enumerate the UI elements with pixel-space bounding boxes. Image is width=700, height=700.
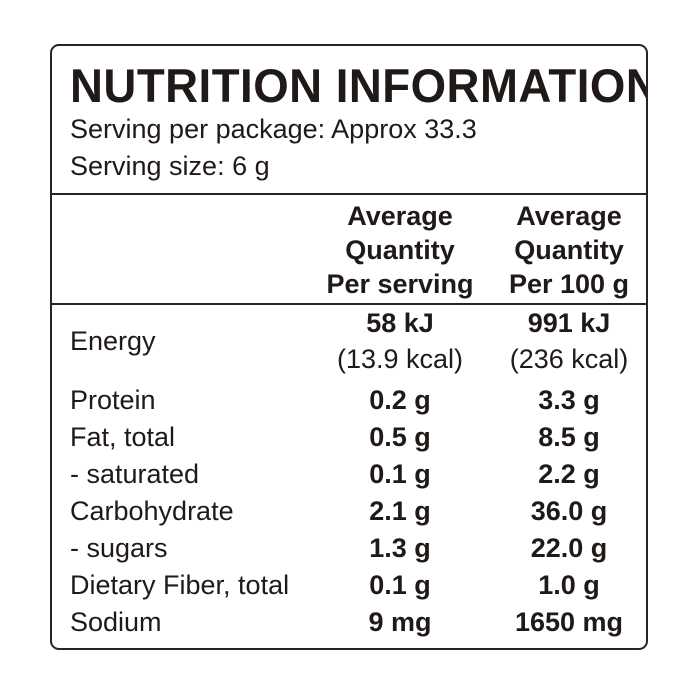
nutrient-label: - sugars: [70, 533, 168, 563]
value-per-serving: 0.5 g: [369, 422, 431, 452]
column-header-line: Quantity: [514, 235, 624, 265]
column-header-line: Quantity: [345, 235, 455, 265]
nutrient-label: - saturated: [70, 459, 200, 489]
panel-header: NUTRITION INFORMATION Serving per packag…: [52, 46, 646, 195]
nutrient-label: Energy: [70, 326, 156, 356]
value-per-100g: 991 kJ (236 kcal): [490, 305, 646, 377]
nutrient-label: Sodium: [70, 607, 162, 637]
value-per-serving: 0.2 g: [369, 385, 431, 415]
column-header-per-100g: Average Quantity Per 100 g: [490, 199, 646, 301]
energy-kj: 58 kJ: [366, 308, 434, 338]
value-per-100g: 36.0 g: [530, 496, 608, 526]
energy-kj: 991 kJ: [527, 308, 611, 338]
nutrient-label: Carbohydrate: [70, 496, 234, 526]
column-headers: Average Quantity Per serving Average Qua…: [52, 193, 646, 305]
value-per-100g: 3.3 g: [538, 385, 600, 415]
nutrition-panel: NUTRITION INFORMATION Serving per packag…: [50, 44, 648, 650]
value-per-serving: 0.1 g: [369, 459, 431, 489]
value-per-serving: 1.3 g: [369, 533, 431, 563]
column-header-line: Per serving: [326, 269, 474, 299]
value-per-serving: 9 mg: [368, 607, 432, 637]
nutrient-row-energy: Energy 58 kJ (13.9 kcal) 991 kJ (236 kca…: [52, 305, 646, 377]
serving-size: Serving size: 6 g: [70, 151, 270, 181]
value-per-100g: 1.0 g: [538, 570, 600, 600]
value-per-100g: 8.5 g: [538, 422, 600, 452]
column-header-line: Per 100 g: [508, 269, 630, 299]
servings-per-package: Serving per package: Approx 33.3: [70, 114, 477, 144]
value-per-serving: 2.1 g: [369, 496, 431, 526]
energy-kcal: (236 kcal): [509, 344, 629, 374]
column-header-per-serving: Average Quantity Per serving: [320, 199, 480, 301]
nutrient-label: Fat, total: [70, 422, 176, 452]
nutrient-label: Dietary Fiber, total: [70, 570, 290, 600]
value-per-100g: 1650 mg: [514, 607, 624, 637]
value-per-serving: 58 kJ (13.9 kcal): [320, 305, 480, 377]
column-header-line: Average: [347, 201, 453, 231]
energy-kcal: (13.9 kcal): [336, 344, 464, 374]
value-per-serving: 0.1 g: [369, 570, 431, 600]
column-header-line: Average: [516, 201, 622, 231]
value-per-100g: 2.2 g: [538, 459, 600, 489]
panel-title: NUTRITION INFORMATION: [70, 59, 648, 112]
nutrient-label: Protein: [70, 385, 156, 415]
value-per-100g: 22.0 g: [530, 533, 608, 563]
